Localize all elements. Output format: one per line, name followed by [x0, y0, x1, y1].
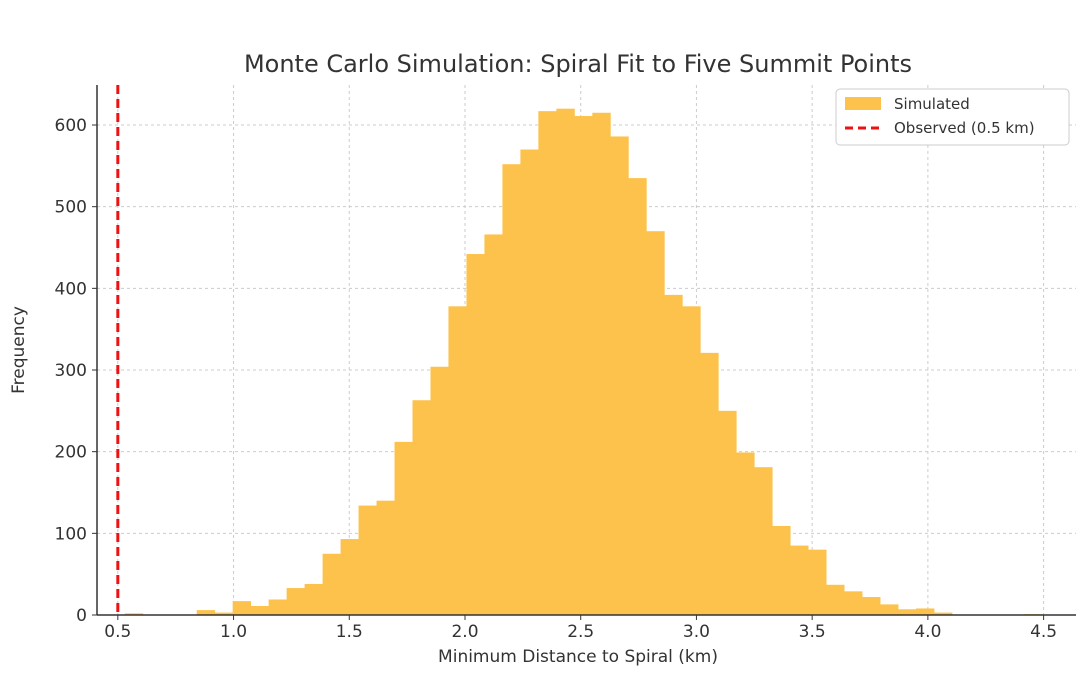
histogram-bar: [628, 178, 647, 615]
histogram-bar: [916, 608, 935, 615]
histogram-bar: [448, 306, 467, 615]
histogram-bar: [286, 588, 306, 615]
histogram-bar: [862, 597, 881, 615]
histogram-bar: [322, 553, 341, 615]
histogram-bar: [736, 452, 755, 615]
x-tick-label: 2.0: [451, 622, 478, 642]
x-ticks: 0.5 1.0 1.5 2.0 2.5 3.0 3.5 4.0 4.5: [104, 615, 1057, 642]
x-tick-label: 0.5: [104, 622, 131, 642]
histogram-bar: [592, 112, 611, 615]
histogram-bar: [538, 111, 557, 616]
y-tick-label: 400: [55, 279, 87, 299]
histogram-bar: [250, 606, 270, 615]
histogram-bar: [718, 410, 737, 615]
histogram-bar: [808, 549, 827, 615]
histogram-bar: [412, 400, 431, 615]
chart-title: Monte Carlo Simulation: Spiral Fit to Fi…: [244, 50, 912, 78]
histogram-bar: [898, 609, 917, 615]
histogram-bar: [790, 545, 809, 615]
histogram-bar: [232, 601, 252, 615]
histogram-bar: [304, 583, 323, 615]
histogram-bar: [520, 149, 539, 615]
y-tick-label: 600: [55, 116, 87, 136]
histogram-bar: [268, 599, 288, 615]
x-tick-label: 1.0: [220, 622, 247, 642]
histogram-bar: [682, 306, 701, 615]
y-tick-label: 300: [55, 361, 87, 381]
histogram-bar: [502, 164, 521, 615]
legend-box: [835, 88, 1070, 146]
histogram-bar: [610, 136, 629, 616]
x-tick-label: 4.5: [1030, 622, 1057, 642]
histogram-bar: [376, 500, 395, 615]
histogram-bar: [430, 366, 449, 615]
x-tick-label: 1.5: [336, 622, 363, 642]
x-tick-label: 2.5: [567, 622, 594, 642]
histogram-bar: [358, 505, 377, 615]
histogram-bar: [826, 584, 845, 615]
histogram-bar: [556, 108, 575, 615]
y-tick-label: 0: [76, 606, 87, 626]
histogram-bar: [754, 467, 773, 615]
histogram-bar: [844, 591, 863, 615]
legend-observed-label: Observed (0.5 km): [894, 119, 1035, 137]
histogram-bar: [772, 525, 791, 615]
x-axis-label: Minimum Distance to Spiral (km): [438, 647, 718, 667]
y-axis-label: Frequency: [9, 306, 29, 394]
y-ticks: 0 100 200 300 400 500 600: [55, 116, 97, 626]
axes: [96, 85, 1076, 616]
histogram-bar: [394, 441, 413, 615]
legend-simulated-label: Simulated: [894, 95, 970, 113]
histogram-bar: [484, 234, 503, 615]
legend: Simulated Observed (0.5 km): [835, 88, 1070, 146]
x-tick-label: 4.0: [914, 622, 941, 642]
legend-simulated-swatch: [845, 97, 881, 110]
histogram-bar: [124, 613, 144, 615]
histogram-bar: [574, 116, 593, 616]
x-tick-label: 3.5: [799, 622, 826, 642]
y-tick-label: 100: [55, 524, 87, 544]
histogram-bar: [934, 612, 953, 615]
histogram-bar: [880, 604, 899, 615]
histogram-bars: [124, 108, 1043, 616]
histogram-bar: [466, 254, 485, 615]
histogram-bar: [700, 352, 719, 615]
histogram-bar: [646, 231, 665, 615]
y-tick-label: 500: [55, 198, 87, 218]
histogram-bar: [340, 539, 359, 615]
histogram-bar: [664, 294, 683, 615]
x-tick-label: 3.0: [683, 622, 710, 642]
histogram-bar: [196, 610, 216, 615]
y-tick-label: 200: [55, 443, 87, 463]
histogram-bar: [214, 612, 234, 615]
